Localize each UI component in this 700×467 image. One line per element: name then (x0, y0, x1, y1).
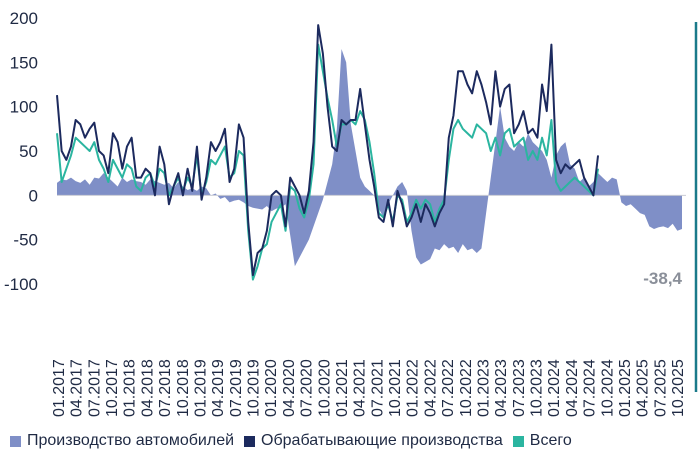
x-tick-label: 10.2019 (246, 359, 263, 417)
x-tick-label: 04.2021 (352, 359, 369, 417)
legend-swatch-manufacturing (244, 435, 256, 447)
legend-swatch-car-production (10, 435, 21, 447)
x-tick-label: 04.2022 (422, 359, 439, 417)
x-tick-label: 10.2023 (529, 359, 546, 417)
x-tick-label: 07.2024 (582, 359, 599, 417)
x-tick-label: 01.2017 (51, 359, 68, 417)
x-tick-label: 01.2023 (475, 359, 492, 417)
y-tick-label: 150 (10, 53, 38, 72)
x-tick-label: 04.2018 (139, 359, 156, 417)
x-tick-label: 07.2019 (228, 359, 245, 417)
x-tick-label: 10.2020 (316, 359, 333, 417)
x-tick-label: 01.2020 (263, 359, 280, 417)
x-tick-label: 04.2017 (69, 359, 86, 417)
x-tick-label: 01.2022 (405, 359, 422, 417)
legend-item-car-production: Производство автомобилей (10, 432, 234, 450)
y-tick-label: 200 (10, 9, 38, 28)
y-tick-label: -100 (4, 275, 38, 294)
legend-swatch-total (512, 435, 524, 447)
legend-label-car-production: Производство автомобилей (27, 432, 235, 449)
legend-item-total: Всего (512, 432, 572, 450)
x-tick-label: 04.2024 (564, 359, 581, 417)
x-tick-label: 01.2021 (334, 359, 351, 417)
x-tick-label: 04.2020 (281, 359, 298, 417)
x-tick-label: 10.2018 (175, 359, 192, 417)
x-tick-label: 10.2025 (670, 359, 687, 417)
legend-label-manufacturing: Обрабатывающие производства (261, 432, 503, 449)
y-axis-ticks: 200 150 100 50 0 -50 -100 (4, 9, 38, 294)
x-tick-label: 07.2025 (652, 359, 669, 417)
y-tick-label: 100 (10, 98, 38, 117)
x-tick-label: 07.2021 (369, 359, 386, 417)
x-axis-ticks: 01.2017 04.2017 07.2017 10.2017 01.2018 04.20… (51, 359, 687, 417)
x-tick-label: 01.2019 (192, 359, 209, 417)
x-tick-label: 07.2017 (86, 359, 103, 417)
x-tick-label: 07.2020 (299, 359, 316, 417)
series-area-car-production (57, 49, 682, 267)
y-tick-label: -50 (13, 231, 38, 250)
x-tick-label: 07.2018 (157, 359, 174, 417)
x-tick-label: 01.2018 (122, 359, 139, 417)
series-line-manufacturing (56, 24, 600, 277)
legend-item-manufacturing: Обрабатывающие производства (244, 432, 503, 450)
x-tick-label: 10.2024 (599, 359, 616, 417)
y-tick-label: 50 (19, 142, 38, 161)
legend-label-total: Всего (529, 432, 572, 449)
x-tick-label: 01.2025 (617, 359, 634, 417)
x-tick-label: 04.2025 (635, 359, 652, 417)
x-tick-label: 10.2022 (458, 359, 475, 417)
x-tick-label: 07.2022 (440, 359, 457, 417)
x-tick-label: 04.2023 (493, 359, 510, 417)
last-value-annotation: -38,4 (643, 269, 682, 288)
legend: Производство автомобилей Обрабатывающие … (10, 432, 700, 450)
x-tick-label: 10.2021 (387, 359, 404, 417)
x-tick-label: 10.2017 (104, 359, 121, 417)
y-tick-label: 0 (29, 186, 38, 205)
x-tick-label: 07.2023 (511, 359, 528, 417)
x-tick-label: 04.2019 (210, 359, 227, 417)
x-tick-label: 01.2024 (546, 359, 563, 417)
